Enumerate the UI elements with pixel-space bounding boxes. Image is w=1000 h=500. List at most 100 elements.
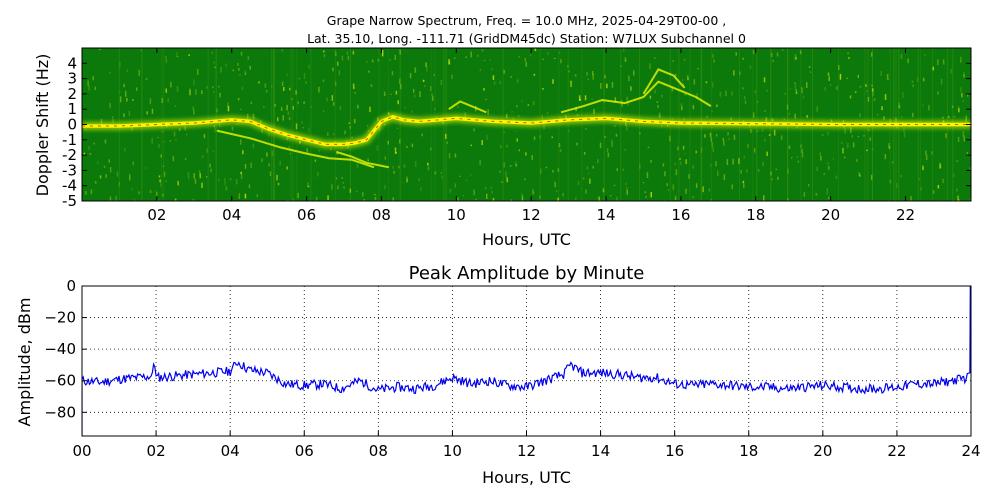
spectrogram-speckle [887, 200, 889, 201]
spectrogram-speckle [510, 199, 513, 201]
spectrogram-speckle [83, 152, 86, 156]
spectrogram-speckle [866, 149, 868, 152]
spectrogram-speckle [584, 95, 587, 101]
spectrogram-speckle [570, 81, 572, 87]
spectrogram-speckle [351, 136, 353, 139]
spectrogram-speckle [604, 136, 606, 138]
spectrogram-speckle [289, 87, 291, 91]
spectrogram-speckle [575, 197, 577, 200]
spectrogram-speckle [420, 187, 422, 191]
spectrogram-speckle [457, 197, 459, 201]
spectrogram-speckle [369, 106, 371, 112]
spectrogram-speckle [616, 168, 618, 172]
spectrogram-speckle [705, 81, 708, 84]
spectrogram-speckle [286, 166, 288, 170]
spectrogram-speckle [784, 92, 786, 96]
spectrogram-speckle [349, 126, 351, 129]
spectrogram-speckle [709, 164, 712, 167]
spectrogram-speckle [801, 148, 803, 153]
spectrogram-speckle [854, 91, 857, 93]
spectrogram-speckle [773, 129, 776, 136]
amplitude-plot-area [82, 286, 971, 436]
spectrogram-speckle [539, 135, 541, 140]
spectrogram-speckle [732, 158, 734, 165]
spectrogram-speckle [483, 88, 485, 91]
spectrogram-speckle [104, 139, 107, 144]
amplitude-x-tick-label: 14 [591, 442, 610, 460]
spectrogram-speckle [956, 188, 958, 192]
spectrogram-speckle [606, 148, 609, 153]
spectrogram-speckle [481, 49, 484, 52]
spectrogram-speckle [826, 189, 829, 195]
spectrogram-speckle [491, 190, 493, 194]
spectrogram-speckle [599, 142, 602, 149]
spectrogram-speckle [756, 101, 759, 103]
spectrogram-speckle [543, 124, 545, 130]
amplitude-x-tick-label: 00 [72, 442, 91, 460]
spectrogram-speckle [123, 83, 125, 88]
spectrogram-speckle [307, 182, 309, 188]
spectrogram-speckle [868, 129, 870, 132]
spectrogram-speckle [310, 106, 312, 108]
spectrogram-speckle [187, 171, 189, 175]
spectrogram-speckle [801, 87, 803, 94]
spectrogram-speckle [692, 165, 694, 169]
spectrogram-speckle [859, 113, 861, 118]
spectrogram-speckle [821, 134, 824, 136]
spectrogram-speckle [295, 90, 297, 95]
spectrogram-speckle [349, 188, 352, 193]
spectrogram-speckle [928, 104, 930, 111]
spectrogram-speckle [115, 195, 117, 201]
spectrogram-speckle [886, 74, 889, 80]
spectrogram-speckle [193, 79, 195, 86]
spectrogram-speckle [597, 159, 599, 164]
spectrogram-speckle [239, 74, 241, 76]
spectrogram-speckle [950, 68, 953, 74]
spectrogram-speckle [516, 79, 519, 83]
spectrogram-speckle [533, 73, 536, 76]
spectrogram-speckle [229, 178, 232, 181]
spectrogram-speckle [145, 78, 148, 80]
spectrogram-speckle [431, 96, 434, 101]
spectrogram-speckle [521, 196, 524, 201]
spectrogram-x-tick-label: 16 [671, 206, 690, 224]
spectrogram-speckle [201, 90, 203, 95]
spectrogram-streak [349, 48, 351, 201]
spectrogram-speckle [214, 128, 216, 133]
spectrogram-speckle [419, 91, 421, 98]
spectrogram-speckle [794, 113, 796, 119]
spectrogram-speckle [776, 52, 779, 57]
spectrogram-speckle [780, 135, 783, 140]
spectrogram-speckle [622, 48, 625, 52]
spectrogram-speckle [824, 86, 826, 92]
spectrogram-speckle [910, 195, 912, 201]
spectrogram-speckle [554, 57, 556, 59]
spectrogram-speckle [574, 74, 577, 77]
spectrogram-speckle [149, 190, 152, 193]
spectrogram-speckle [174, 198, 177, 201]
spectrogram-speckle [865, 84, 867, 87]
amplitude-title: Peak Amplitude by Minute [409, 263, 645, 284]
spectrogram-speckle [783, 118, 785, 120]
spectrogram-speckle [762, 161, 764, 167]
spectrogram-speckle [158, 143, 160, 148]
spectrogram-speckle [576, 142, 578, 146]
spectrogram-speckle [158, 175, 161, 178]
spectrogram-y-tick-label: -4 [62, 177, 77, 195]
spectrogram-speckle [518, 149, 521, 152]
spectrogram-speckle [803, 192, 806, 197]
spectrogram-speckle [828, 76, 830, 81]
spectrogram-speckle [322, 110, 325, 112]
spectrogram-speckle [695, 183, 698, 188]
spectrogram-speckle [213, 125, 216, 128]
spectrogram-speckle [400, 84, 402, 90]
spectrogram-speckle [268, 163, 270, 167]
spectrogram-speckle [199, 173, 201, 179]
spectrogram-speckle [240, 108, 242, 110]
spectrogram-speckle [475, 198, 477, 200]
spectrogram-speckle [644, 191, 646, 193]
spectrogram-speckle [647, 146, 650, 149]
spectrogram-speckle [280, 107, 283, 111]
spectrum-title-line2: Lat. 35.10, Long. -111.71 (GridDM45dc) S… [307, 31, 746, 46]
spectrogram-y-tick-label: -2 [62, 146, 77, 164]
